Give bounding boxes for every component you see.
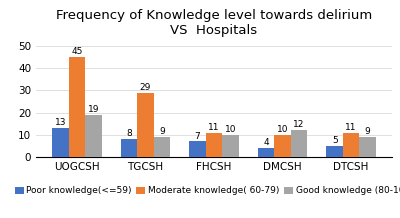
Bar <box>343 133 359 157</box>
Bar <box>69 57 85 157</box>
Bar <box>154 137 170 157</box>
Bar <box>121 139 137 157</box>
Bar <box>222 135 239 157</box>
Bar <box>206 133 222 157</box>
Text: 7: 7 <box>195 131 200 141</box>
Text: 4: 4 <box>263 138 269 147</box>
Text: 5: 5 <box>332 136 338 145</box>
Text: 9: 9 <box>159 127 165 136</box>
Text: 12: 12 <box>293 120 305 129</box>
Text: 8: 8 <box>126 129 132 138</box>
Title: Frequency of Knowledge level towards delirium
VS  Hospitals: Frequency of Knowledge level towards del… <box>56 9 372 37</box>
Bar <box>189 141 206 157</box>
Text: 10: 10 <box>277 125 288 134</box>
Text: 29: 29 <box>140 83 151 92</box>
Bar <box>85 115 102 157</box>
Text: 13: 13 <box>55 118 66 127</box>
Bar <box>52 128 69 157</box>
Text: 11: 11 <box>208 123 220 132</box>
Bar <box>137 93 154 157</box>
Text: 10: 10 <box>225 125 236 134</box>
Bar <box>274 135 291 157</box>
Bar <box>359 137 376 157</box>
Legend: Poor knowledge(<=59), Moderate knowledge( 60-79), Good knowledge (80-100): Poor knowledge(<=59), Moderate knowledge… <box>11 183 400 199</box>
Text: 45: 45 <box>71 47 82 56</box>
Bar <box>258 148 274 157</box>
Text: 9: 9 <box>365 127 370 136</box>
Text: 11: 11 <box>345 123 357 132</box>
Bar <box>291 130 307 157</box>
Text: 19: 19 <box>88 105 99 114</box>
Bar <box>326 146 343 157</box>
